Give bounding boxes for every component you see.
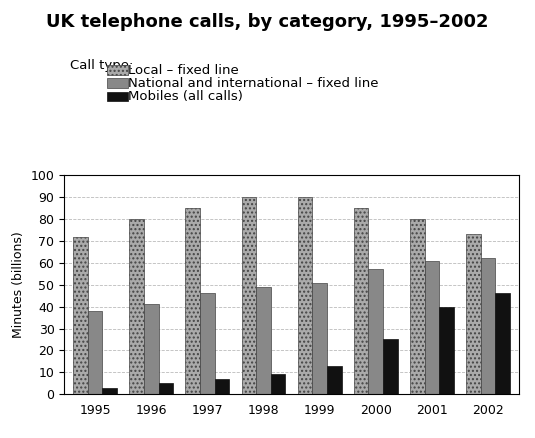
Bar — [215, 379, 230, 394]
Bar — [129, 219, 144, 394]
Y-axis label: Minutes (billions): Minutes (billions) — [12, 231, 25, 338]
Bar — [158, 383, 173, 394]
Bar — [271, 374, 285, 394]
Bar — [425, 261, 439, 394]
Text: Mobiles (all calls): Mobiles (all calls) — [128, 90, 243, 103]
Text: Local – fixed line: Local – fixed line — [128, 64, 239, 77]
Bar — [242, 197, 256, 394]
Bar — [102, 388, 117, 394]
Bar — [298, 197, 312, 394]
Bar — [439, 307, 454, 394]
Bar — [186, 208, 200, 394]
Bar — [466, 234, 481, 394]
Bar — [495, 293, 510, 394]
Bar — [327, 366, 341, 394]
Bar — [410, 219, 425, 394]
Bar — [369, 269, 383, 394]
Text: UK telephone calls, by category, 1995–2002: UK telephone calls, by category, 1995–20… — [46, 13, 489, 31]
Bar — [354, 208, 369, 394]
Text: National and international – fixed line: National and international – fixed line — [128, 77, 379, 90]
Bar — [200, 293, 215, 394]
Bar — [481, 258, 495, 394]
Bar — [144, 304, 158, 394]
Bar — [312, 283, 327, 394]
Bar — [88, 311, 102, 394]
Bar — [73, 237, 88, 394]
Bar — [256, 287, 271, 394]
Bar — [383, 339, 398, 394]
Text: Call type:: Call type: — [70, 59, 133, 72]
